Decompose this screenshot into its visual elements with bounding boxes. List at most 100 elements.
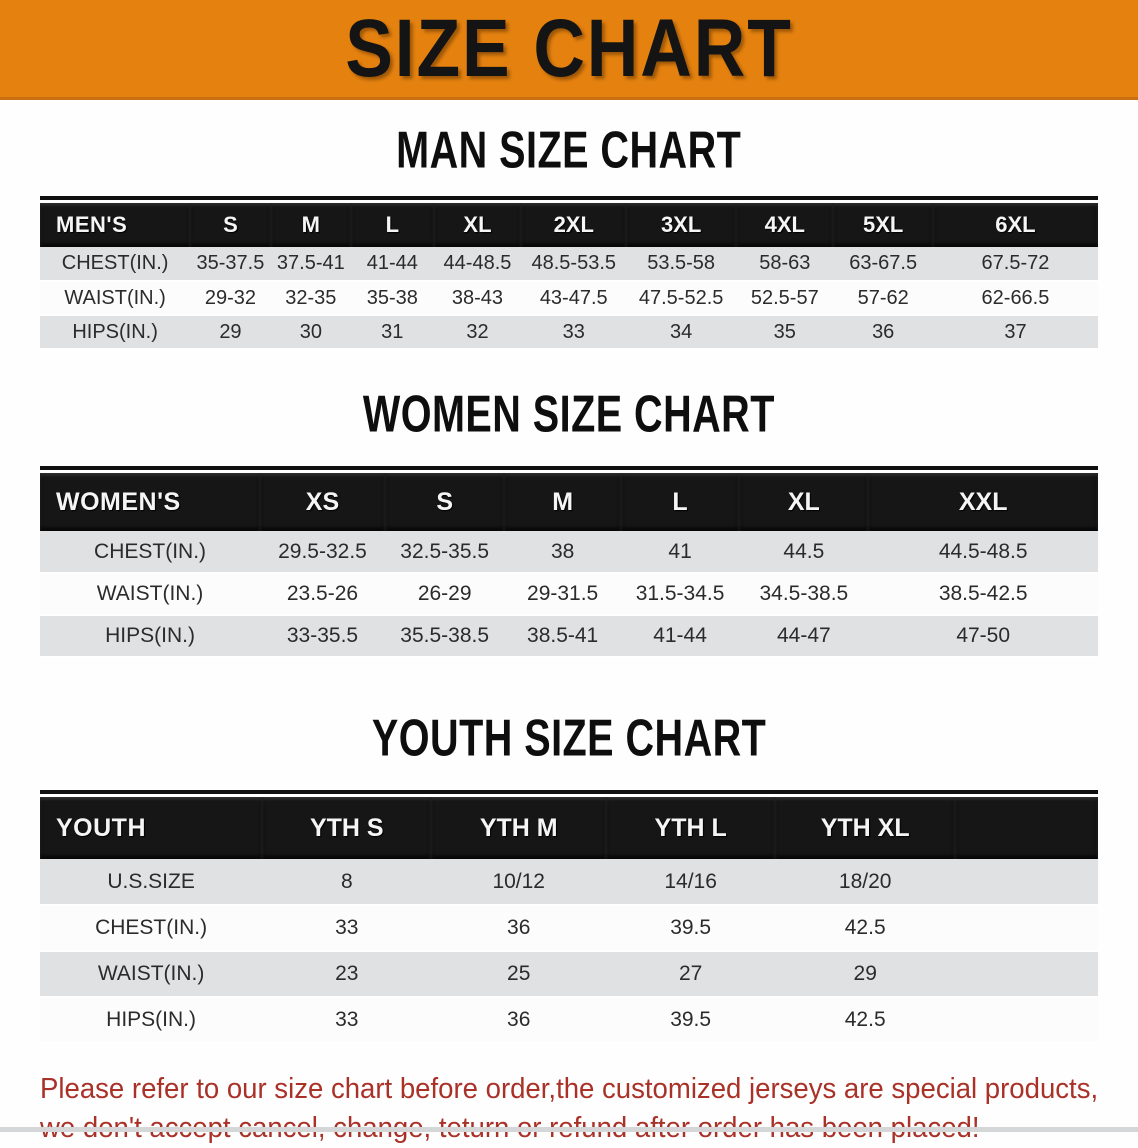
table-row: HIPS(IN.) 29 30 31 32 33 34 35 36 37 [40,315,1098,350]
size-value-cell: 38.5-42.5 [868,573,1098,616]
size-column-header: 5XL [833,203,933,247]
size-table: YOUTH YTH S YTH M YTH L YTH XL U.S.SIZE 8 10/12… [40,797,1098,1044]
size-value-cell: 48.5-53.5 [521,247,627,282]
size-column-header: XL [433,203,522,247]
size-value-cell: 34 [626,315,737,350]
row-label: WAIST(IN.) [40,951,263,998]
size-value-cell: 47-50 [868,615,1098,658]
size-table: WOMEN'S XS S M L XL XXL CHEST(IN.) 29.5-32.5 32.5… [40,473,1098,658]
size-column-header: YTH XL [775,797,956,859]
size-value-cell: 29-31.5 [504,573,621,616]
row-label: CHEST(IN.) [40,247,191,282]
size-value-cell: 18/20 [775,859,956,906]
size-value-cell: 29-32 [190,281,271,316]
table-row: WAIST(IN.) 23.5-26 26-29 29-31.5 31.5-34.5 34… [40,573,1098,616]
men-size-section: MAN SIZE CHART MEN'S S M L XL 2XL 3XL 4XL 5XL 6XL… [0,121,1138,350]
size-value-cell: 38 [504,531,621,574]
size-value-cell: 31.5-34.5 [620,573,740,616]
size-value-cell: 37.5-41 [270,247,352,282]
youth-size-table: YOUTH YTH S YTH M YTH L YTH XL U.S.SIZE 8 10/12… [40,790,1098,1044]
row-label: HIPS(IN.) [40,997,263,1044]
size-value-cell: 41-44 [351,247,434,282]
size-value-cell: 32-35 [270,281,352,316]
size-value-cell: 41-44 [620,615,740,658]
size-column-header: XS [260,473,385,531]
row-filler-cell [955,905,1098,952]
disclaimer-note: Please refer to our size chart before or… [40,1070,1138,1148]
row-label: WAIST(IN.) [40,281,191,316]
size-value-cell: 44-47 [739,615,869,658]
size-value-cell: 36 [431,905,606,952]
row-label: CHEST(IN.) [40,905,263,952]
size-value-cell: 37 [932,315,1098,350]
size-value-cell: 33 [262,997,432,1044]
size-column-header: XL [739,473,869,531]
women-size-section: WOMEN SIZE CHART WOMEN'S XS S M L XL XXL CHEST(… [0,385,1138,658]
size-value-cell: 44.5 [739,531,869,574]
size-value-cell: 38.5-41 [504,615,621,658]
table-row: HIPS(IN.) 33-35.5 35.5-38.5 38.5-41 41-44 44-… [40,615,1098,658]
size-value-cell: 57-62 [833,281,933,316]
size-value-cell: 35-38 [351,281,434,316]
size-value-cell: 43-47.5 [521,281,627,316]
size-value-cell: 29 [190,315,271,350]
size-column-header: M [504,473,621,531]
size-value-cell: 25 [431,951,606,998]
size-value-cell: 32.5-35.5 [384,531,505,574]
size-value-cell: 23.5-26 [260,573,385,616]
size-column-header: S [190,203,271,247]
disclaimer-line-1: Please refer to our size chart before or… [40,1073,1099,1105]
table-row: WAIST(IN.) 23 25 27 29 [40,951,1098,998]
table-corner-label: MEN'S [40,203,191,247]
size-value-cell: 35.5-38.5 [384,615,505,658]
women-size-table: WOMEN'S XS S M L XL XXL CHEST(IN.) 29.5-32.5 32.5… [40,466,1098,658]
men-section-heading: MAN SIZE CHART [396,121,742,180]
youth-size-section: YOUTH SIZE CHART YOUTH YTH S YTH M YTH L YTH… [0,709,1138,1044]
size-value-cell: 31 [351,315,434,350]
size-column-header: 3XL [626,203,737,247]
size-value-cell: 29 [775,951,956,998]
size-value-cell: 30 [270,315,352,350]
table-row: CHEST(IN.) 33 36 39.5 42.5 [40,905,1098,952]
size-value-cell: 27 [606,951,776,998]
header-filler-cell [955,797,1098,859]
size-column-header: YTH S [262,797,432,859]
size-value-cell: 33 [262,905,432,952]
size-column-header: XXL [868,473,1098,531]
size-value-cell: 36 [431,997,606,1044]
size-value-cell: 29.5-32.5 [260,531,385,574]
size-column-header: 4XL [736,203,834,247]
size-table: MEN'S S M L XL 2XL 3XL 4XL 5XL 6XL CHEST(IN.) 35-37… [40,203,1098,350]
size-value-cell: 38-43 [433,281,522,316]
row-label: CHEST(IN.) [40,531,261,574]
size-value-cell: 42.5 [775,905,956,952]
row-filler-cell [955,951,1098,998]
size-value-cell: 35-37.5 [190,247,271,282]
size-column-header: L [351,203,434,247]
size-value-cell: 33 [521,315,627,350]
row-label: WAIST(IN.) [40,573,261,616]
size-value-cell: 58-63 [736,247,834,282]
youth-section-heading: YOUTH SIZE CHART [371,709,767,768]
size-column-header: M [270,203,352,247]
size-column-header: L [620,473,740,531]
table-row: CHEST(IN.) 29.5-32.5 32.5-35.5 38 41 44.5 44.5… [40,531,1098,574]
row-filler-cell [955,859,1098,906]
size-value-cell: 10/12 [431,859,606,906]
size-value-cell: 39.5 [606,997,776,1044]
size-value-cell: 52.5-57 [736,281,834,316]
size-value-cell: 44-48.5 [433,247,522,282]
size-value-cell: 23 [262,951,432,998]
table-row: WAIST(IN.) 29-32 32-35 35-38 38-43 43-47.5 47.… [40,281,1098,316]
size-value-cell: 67.5-72 [932,247,1098,282]
table-row: U.S.SIZE 8 10/12 14/16 18/20 [40,859,1098,906]
size-value-cell: 47.5-52.5 [626,281,737,316]
size-value-cell: 32 [433,315,522,350]
size-value-cell: 63-67.5 [833,247,933,282]
size-value-cell: 42.5 [775,997,956,1044]
bottom-edge-strip [0,1127,1138,1132]
size-value-cell: 26-29 [384,573,505,616]
table-header-row: MEN'S S M L XL 2XL 3XL 4XL 5XL 6XL [40,203,1098,247]
table-header-row: WOMEN'S XS S M L XL XXL [40,473,1098,531]
women-section-heading: WOMEN SIZE CHART [362,385,775,444]
